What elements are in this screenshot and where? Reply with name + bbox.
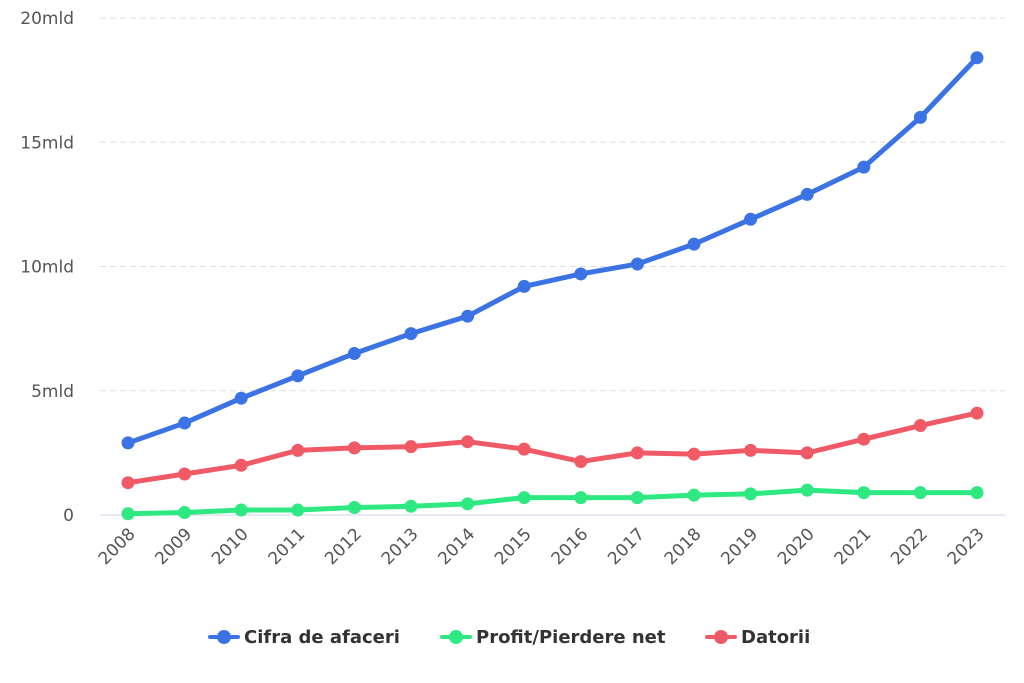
data-point[interactable] — [461, 435, 475, 449]
y-tick-label: 10mld — [20, 258, 74, 278]
x-tick-label: 2010 — [208, 524, 253, 569]
data-point[interactable] — [404, 499, 418, 513]
data-point[interactable] — [800, 187, 814, 201]
legend-label: Cifra de afaceri — [244, 627, 400, 648]
y-axis-ticks: 0 5mld 10mld 15mld 20mld — [20, 9, 74, 526]
x-tick-label: 2021 — [831, 524, 876, 569]
x-tick-label: 2017 — [604, 524, 649, 569]
data-point[interactable] — [970, 486, 984, 500]
series-line — [125, 55, 980, 446]
data-point[interactable] — [404, 440, 418, 454]
data-point[interactable] — [234, 391, 248, 405]
data-point[interactable] — [800, 483, 814, 497]
series-line — [125, 410, 980, 486]
x-tick-label: 2020 — [774, 524, 819, 569]
x-tick-label: 2008 — [95, 524, 140, 569]
y-tick-label: 15mld — [20, 133, 74, 153]
data-point[interactable] — [913, 486, 927, 500]
x-tick-label: 2014 — [434, 524, 479, 569]
x-tick-label: 2013 — [378, 524, 423, 569]
x-tick-label: 2009 — [151, 524, 196, 569]
data-point[interactable] — [234, 458, 248, 472]
data-point[interactable] — [178, 467, 192, 481]
data-point[interactable] — [857, 160, 871, 174]
y-tick-label: 20mld — [20, 9, 74, 29]
data-point[interactable] — [687, 447, 701, 461]
data-point[interactable] — [347, 441, 361, 455]
data-point[interactable] — [291, 369, 305, 383]
legend-label: Profit/Pierdere net — [476, 627, 666, 648]
legend-label: Datorii — [741, 627, 810, 648]
data-point[interactable] — [744, 212, 758, 226]
data-point[interactable] — [291, 443, 305, 457]
data-point[interactable] — [687, 237, 701, 251]
data-point[interactable] — [121, 436, 135, 450]
data-point[interactable] — [574, 491, 588, 505]
data-point[interactable] — [461, 497, 475, 511]
data-point[interactable] — [517, 442, 531, 456]
series-line — [125, 487, 980, 517]
data-point[interactable] — [234, 503, 248, 517]
data-point[interactable] — [178, 416, 192, 430]
data-point[interactable] — [517, 491, 531, 505]
data-point[interactable] — [347, 346, 361, 360]
x-axis-ticks: 2008 2009 2010 2011 2012 2013 2014 2015 2016 2017… — [95, 524, 989, 569]
data-point[interactable] — [744, 443, 758, 457]
series-datorii — [121, 406, 984, 490]
x-tick-label: 2011 — [265, 524, 310, 569]
x-tick-label: 2016 — [548, 524, 593, 569]
legend-swatch-marker — [714, 630, 728, 644]
data-point[interactable] — [630, 491, 644, 505]
series-profit-pierdere-net — [121, 483, 984, 521]
data-point[interactable] — [687, 488, 701, 502]
data-point[interactable] — [574, 455, 588, 469]
legend-item-cifra[interactable]: Cifra de afaceri — [208, 627, 400, 648]
data-point[interactable] — [347, 501, 361, 515]
legend-item-profit[interactable]: Profit/Pierdere net — [440, 627, 666, 648]
data-point[interactable] — [404, 327, 418, 341]
data-point[interactable] — [744, 487, 758, 501]
data-point[interactable] — [913, 110, 927, 124]
legend: Cifra de afaceri Profit/Pierdere net Dat… — [208, 627, 810, 648]
data-point[interactable] — [630, 257, 644, 271]
data-point[interactable] — [461, 309, 475, 323]
x-tick-label: 2012 — [321, 524, 366, 569]
series-cifra-de-afaceri — [121, 51, 984, 450]
series-lines — [121, 51, 984, 521]
data-point[interactable] — [913, 419, 927, 433]
data-point[interactable] — [178, 506, 192, 520]
x-tick-label: 2023 — [944, 524, 989, 569]
x-tick-label: 2019 — [717, 524, 762, 569]
legend-swatch-marker — [217, 630, 231, 644]
legend-item-datorii[interactable]: Datorii — [705, 627, 810, 648]
legend-swatch-marker — [449, 630, 463, 644]
y-tick-label: 0 — [63, 506, 74, 526]
y-tick-label: 5mld — [31, 382, 74, 402]
data-point[interactable] — [800, 446, 814, 460]
data-point[interactable] — [970, 51, 984, 65]
data-point[interactable] — [574, 267, 588, 281]
grid-lines — [100, 17, 1005, 392]
data-point[interactable] — [517, 279, 531, 293]
x-tick-label: 2022 — [887, 524, 932, 569]
data-point[interactable] — [857, 432, 871, 446]
x-tick-label: 2018 — [661, 524, 706, 569]
data-point[interactable] — [291, 503, 305, 517]
data-point[interactable] — [121, 507, 135, 521]
data-point[interactable] — [970, 406, 984, 420]
data-point[interactable] — [121, 476, 135, 490]
x-tick-label: 2015 — [491, 524, 536, 569]
data-point[interactable] — [630, 446, 644, 460]
data-point[interactable] — [857, 486, 871, 500]
